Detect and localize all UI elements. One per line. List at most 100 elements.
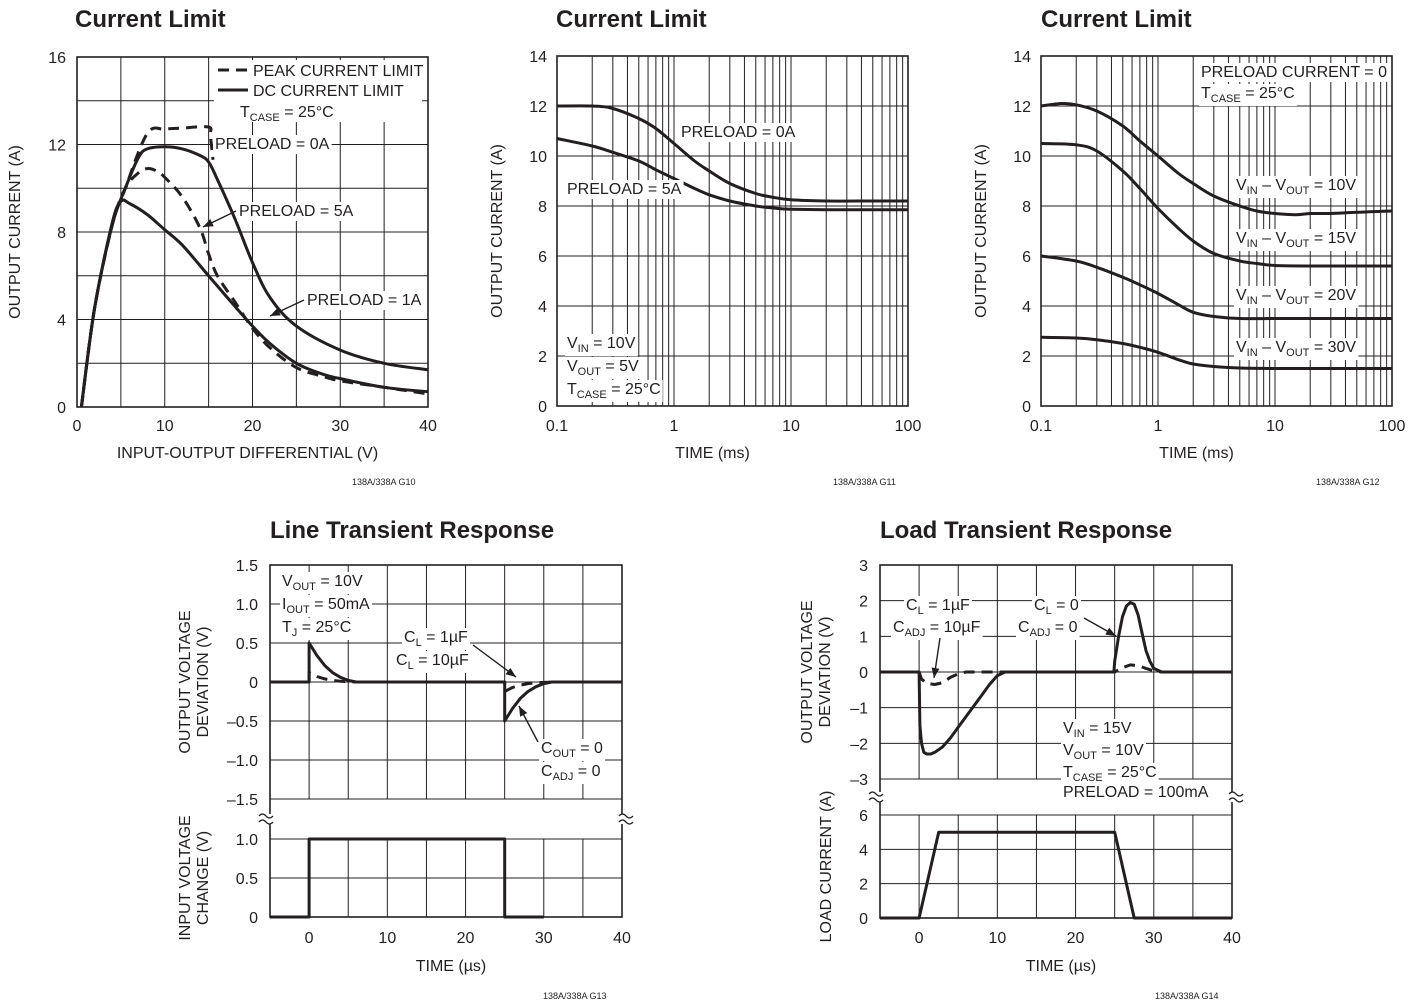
y-axis-label: OUTPUT CURRENT (A) — [973, 144, 990, 318]
y-tick-label: 0.5 — [236, 636, 258, 653]
x-tick-label: 10 — [156, 418, 174, 435]
annotation-subscript: ADJ — [1030, 627, 1051, 639]
y-axis-label: OUTPUT CURRENT (A) — [7, 145, 24, 319]
annotation-background — [1199, 63, 1390, 82]
annotation-part: = 10V — [1309, 177, 1356, 194]
y-tick-label: 12 — [1013, 99, 1031, 116]
annotation-subscript: OUT — [578, 366, 602, 378]
y-tick-label: 1.0 — [236, 832, 258, 849]
annotation-part: V — [1236, 287, 1247, 304]
leader-arrowhead — [1105, 627, 1116, 636]
annotation-part: = 20V — [1309, 287, 1356, 304]
annotation-subscript: IN — [1247, 238, 1258, 250]
annotation-part: C — [541, 740, 553, 757]
plot-frame — [269, 564, 623, 918]
y-tick-label: 4 — [859, 842, 868, 859]
annotation-part: T — [567, 381, 577, 398]
leader-arrowhead — [519, 706, 528, 717]
y-tick-label: 10 — [529, 149, 547, 166]
x-tick-label: 0 — [73, 418, 82, 435]
annotation-subscript: OUT — [1286, 347, 1310, 359]
y-axis-label-top: OUTPUT VOLTAGE — [799, 600, 816, 743]
annotation-part: V — [1236, 339, 1247, 356]
data-series-2 — [79, 167, 429, 408]
plot-frame — [1040, 55, 1393, 407]
data-series-3 — [79, 198, 429, 408]
annotation-background — [1061, 763, 1159, 785]
y-tick-label: 1.5 — [236, 558, 258, 575]
y-tick-label: –3 — [850, 772, 868, 789]
x-tick-label: 40 — [613, 930, 631, 947]
annotation-background — [565, 334, 638, 356]
annotation-part: = 0 — [1052, 597, 1079, 614]
annotation-subscript: L — [416, 637, 422, 649]
x-axis-label: TIME (µs) — [416, 958, 487, 975]
annotation-subscript: L — [1046, 605, 1052, 617]
data-series-1 — [1040, 142, 1392, 268]
annotation-cadj-0: CADJ = 0 — [1018, 619, 1078, 639]
annotation-part: = 10V — [589, 335, 636, 352]
annotation-tcase: TCASE = 25°C — [567, 381, 661, 401]
y-tick-label: –1.0 — [227, 753, 258, 770]
y-axis-label-top: DEVIATION (V) — [817, 617, 834, 728]
data-series-0 — [556, 104, 908, 203]
chart-title: Line Transient Response — [270, 517, 554, 544]
x-tick-label: 10 — [378, 930, 396, 947]
annotation-part: = 0 — [576, 740, 603, 757]
x-tick-label: 20 — [457, 930, 475, 947]
data-series-bottom-2 — [270, 837, 544, 919]
chart-title: Current Limit — [1041, 6, 1192, 33]
x-axis-label: INPUT-OUTPUT DIFFERENTIAL (V) — [117, 445, 378, 462]
annotation-part: T — [1201, 85, 1211, 102]
x-tick-label: 1 — [670, 418, 679, 435]
y-tick-label: –1.5 — [227, 792, 258, 809]
x-tick-label: 30 — [331, 418, 349, 435]
figure-code: 138A/338A G13 — [543, 991, 607, 1001]
x-tick-label: 20 — [1067, 930, 1085, 947]
y-tick-label: 6 — [1022, 249, 1031, 266]
annotation-part: = 30V — [1309, 339, 1356, 356]
y-axis-label-bottom: LOAD CURRENT (A) — [818, 791, 835, 943]
y-tick-label: 0 — [1022, 399, 1031, 416]
annotation-vout: VOUT = 10V — [282, 573, 363, 593]
y-tick-label: 16 — [48, 50, 66, 67]
annotation-subscript: L — [918, 605, 924, 617]
y-tick-label: –2 — [850, 736, 868, 753]
annotation-cadj: CADJ = 0 — [541, 763, 601, 783]
plot-frame — [76, 56, 429, 408]
y-tick-label: 0 — [249, 910, 258, 927]
x-tick-label: 100 — [895, 418, 922, 435]
annotation-tcase: TCASE = 25°C — [1201, 85, 1295, 105]
y-tick-label: 12 — [529, 99, 547, 116]
annotation-background — [280, 595, 373, 617]
annotation-background — [539, 739, 606, 761]
annotation-background — [1234, 229, 1359, 251]
annotation-background — [565, 180, 684, 199]
x-tick-label: 40 — [419, 418, 437, 435]
x-axis-label: TIME (ms) — [1159, 445, 1234, 462]
annotation-part: = 50mA — [310, 596, 370, 613]
annotation-vin: VIN = 15V — [1063, 720, 1132, 740]
x-tick-label: 0 — [305, 930, 314, 947]
y-tick-label: 2 — [538, 349, 547, 366]
annotation-vout: VOUT = 10V — [1063, 742, 1144, 762]
series-label-3: VIN – VOUT = 30V — [1236, 339, 1356, 359]
annotation-background — [402, 628, 471, 650]
data-series-1 — [79, 145, 429, 408]
annotation-subscript: OUT — [293, 581, 317, 593]
y-tick-label: 4 — [57, 313, 66, 330]
leader-arrowhead — [203, 219, 214, 227]
annotation-part: C — [906, 597, 918, 614]
chart-title: Current Limit — [75, 6, 226, 33]
chart-current-limit-vs-differential: Current Limit 0 10 20 30 40 0 4 8 12 16 INPUT-OUTPU… — [7, 6, 437, 487]
data-series-bottom-2 — [880, 830, 1232, 920]
y-tick-label: 8 — [538, 199, 547, 216]
plot-frame — [879, 564, 1233, 919]
annotation-background — [679, 123, 798, 142]
annotation-part: = 10V — [316, 573, 363, 590]
chart-title: Current Limit — [556, 6, 707, 33]
y-tick-label: 0 — [538, 399, 547, 416]
x-tick-label: 40 — [1223, 930, 1241, 947]
y-tick-label: 14 — [529, 49, 547, 66]
annotation-background — [1061, 783, 1211, 802]
